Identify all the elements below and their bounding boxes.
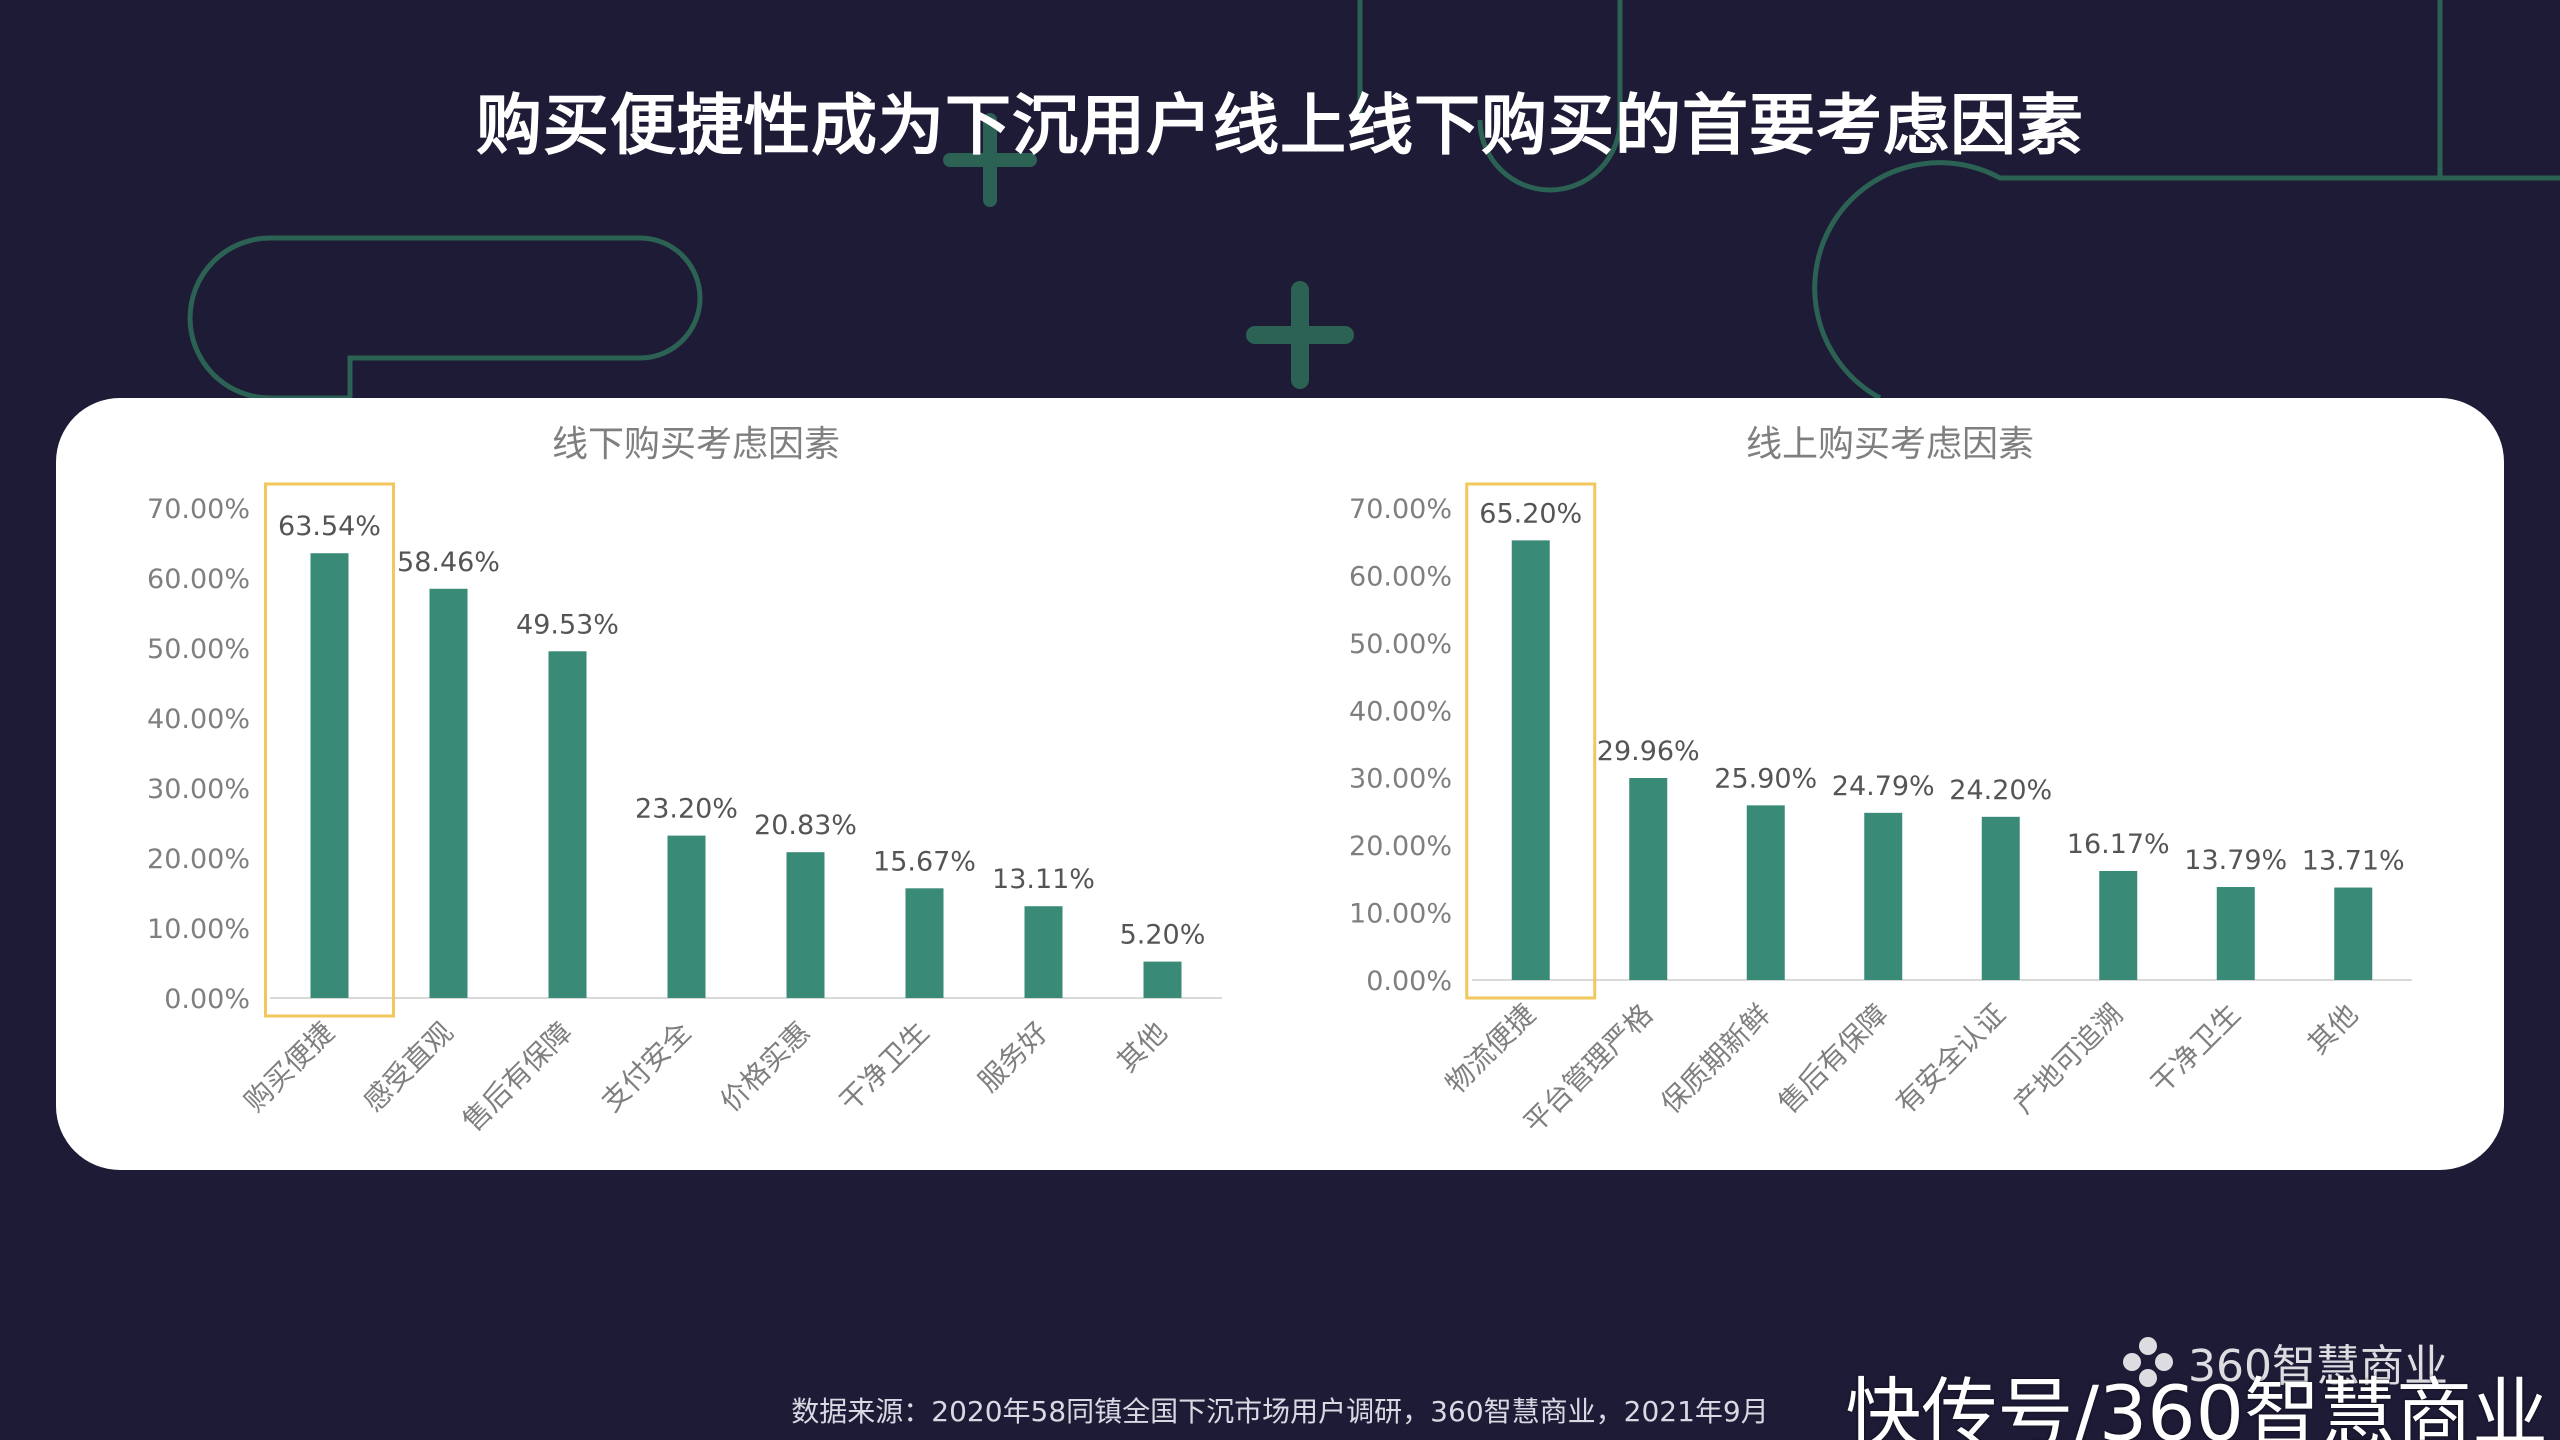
chart1-data-label: 49.53%	[516, 609, 619, 640]
chart2-data-label: 24.79%	[1832, 771, 1935, 802]
chart2-ytick-label: 30.00%	[1349, 764, 1452, 795]
deco-plus-small	[943, 113, 1037, 207]
chart2-bar	[1629, 777, 1668, 980]
chart1-ytick-label: 50.00%	[147, 634, 250, 665]
chart2-bar	[1511, 540, 1550, 980]
chart1-ytick-label: 60.00%	[147, 564, 250, 595]
chart2-ytick-label: 50.00%	[1349, 629, 1452, 660]
brand-name: 360智慧商业	[2188, 1341, 2448, 1392]
chart2-x-label: 有安全认证	[1889, 998, 2011, 1120]
watermark-text: 快传号/360智慧商业	[1845, 1369, 2548, 1440]
chart2-x-label: 保质期新鲜	[1654, 998, 1776, 1120]
brand-flower-icon	[2123, 1337, 2173, 1387]
chart1-data-label: 15.67%	[873, 846, 976, 877]
chart2-data-label: 65.20%	[1479, 498, 1582, 529]
chart1-ytick-label: 0.00%	[164, 984, 250, 1015]
chart1-data-label: 23.20%	[635, 794, 738, 825]
page-title: 购买便捷性成为下沉用户线上线下购买的首要考虑因素	[476, 87, 2084, 164]
chart1-data-label: 58.46%	[397, 547, 500, 578]
chart1-x-label: 感受直观	[357, 1016, 460, 1119]
chart1-data-label: 20.83%	[754, 810, 857, 841]
chart2-data-label: 25.90%	[1714, 763, 1817, 794]
chart2-data-label: 13.71%	[2302, 846, 2405, 877]
chart2-ytick-label: 20.00%	[1349, 831, 1452, 862]
chart1-bar	[548, 651, 587, 998]
chart1-bar	[667, 835, 706, 998]
chart2-ytick-label: 60.00%	[1349, 561, 1452, 592]
chart2-ytick-label: 70.00%	[1349, 494, 1452, 525]
chart1-ytick-label: 70.00%	[147, 494, 250, 525]
chart2-ytick-label: 0.00%	[1366, 966, 1452, 997]
chart2-x-label: 物流便捷	[1439, 998, 1542, 1101]
chart1-x-label: 干净卫生	[833, 1016, 936, 1119]
chart1-x-label: 其他	[1111, 1016, 1174, 1079]
chart1-x-label: 支付安全	[595, 1016, 698, 1119]
chart2-ytick-label: 10.00%	[1349, 899, 1452, 930]
chart1-title: 线下购买考虑因素	[552, 424, 840, 465]
chart1-x-label: 价格实惠	[714, 1016, 817, 1119]
chart1-data-label: 5.20%	[1120, 920, 1206, 951]
chart1-ytick-label: 30.00%	[147, 774, 250, 805]
chart2-data-label: 16.17%	[2067, 829, 2170, 860]
chart1-ytick-label: 40.00%	[147, 704, 250, 735]
deco-shape-top	[1357, 0, 1623, 193]
deco-shape-left	[187, 235, 703, 401]
chart2-title: 线上购买考虑因素	[1746, 424, 2034, 465]
chart1-data-label: 13.11%	[992, 864, 1095, 895]
chart2-bar	[1746, 805, 1785, 980]
chart2-ytick-label: 40.00%	[1349, 696, 1452, 727]
chart1-data-label: 63.54%	[278, 511, 381, 542]
chart2-bar	[2099, 870, 2138, 980]
chart2-bar	[1864, 812, 1903, 980]
chart1-ytick-label: 10.00%	[147, 914, 250, 945]
chart1-bar	[310, 553, 349, 998]
charts-canvas: 线下购买考虑因素 0.00% 10.00% 20.00% 30.00% 40.00% 50.…	[147, 424, 2412, 1140]
chart1-bar	[905, 888, 944, 998]
deco-shape-right	[1812, 160, 2560, 401]
chart1-bar	[1024, 906, 1063, 998]
chart-panel: 线下购买考虑因素 0.00% 10.00% 20.00% 30.00% 40.00% 50.…	[56, 398, 2504, 1170]
chart1-x-label: 购买便捷	[238, 1016, 341, 1119]
chart1-ytick-label: 20.00%	[147, 844, 250, 875]
chart2-x-label: 其他	[2301, 998, 2364, 1061]
chart1-bar	[429, 588, 468, 998]
brand-logo-group: 360智慧商业	[2118, 1330, 2448, 1394]
chart2-highlight-box	[1465, 482, 1597, 1000]
chart1-x-label: 售后有保障	[456, 1016, 578, 1138]
data-source-note: 数据来源：2020年58同镇全国下沉市场用户调研，360智慧商业，2021年9月	[791, 1395, 1769, 1428]
chart2-bar	[2216, 887, 2255, 980]
deco-plus	[1246, 281, 1354, 389]
chart2-x-label: 售后有保障	[1772, 998, 1894, 1120]
chart2-data-label: 29.96%	[1597, 736, 1700, 767]
chart1-x-label: 服务好	[972, 1016, 1055, 1099]
chart1-bar	[786, 852, 825, 998]
chart2-x-label: 产地可追溯	[2007, 998, 2129, 1120]
chart1-bar	[1143, 961, 1182, 998]
chart2-bar	[2334, 887, 2373, 980]
chart2-bar	[1981, 816, 2020, 980]
chart2-x-label: 干净卫生	[2144, 998, 2247, 1101]
chart2-data-label: 24.20%	[1949, 775, 2052, 806]
chart2-data-label: 13.79%	[2184, 845, 2287, 876]
chart1-highlight-box	[264, 482, 395, 1018]
